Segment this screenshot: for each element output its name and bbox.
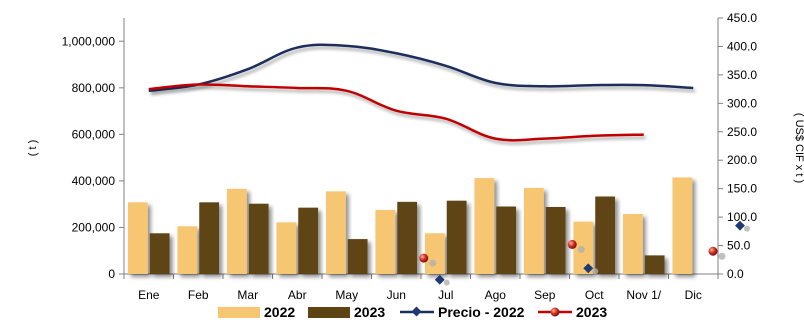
legend-marker-2023 bbox=[550, 307, 560, 317]
y-right-tick-label: 0.0 bbox=[727, 267, 744, 281]
marker-shadow bbox=[429, 259, 437, 267]
ball-marker-2023 bbox=[419, 253, 429, 263]
diamond-marker-precio-2022 bbox=[735, 220, 745, 231]
bar-2023 bbox=[545, 206, 566, 274]
legend-marker-precio-2022 bbox=[411, 306, 422, 317]
legend-swatch-2022 bbox=[218, 307, 260, 318]
marker-shadow bbox=[443, 279, 450, 286]
bar-2023 bbox=[248, 203, 269, 274]
line-2023 bbox=[148, 83, 644, 142]
ball-marker-2023 bbox=[708, 246, 718, 256]
legend-label-precio-2022: Precio - 2022 bbox=[438, 304, 525, 320]
y-left-tick-label: 1,000,000 bbox=[62, 34, 116, 48]
x-tick-label: Nov 1/ bbox=[626, 288, 661, 302]
bar-2022 bbox=[127, 202, 148, 274]
y-left-tick-label: 600,000 bbox=[72, 127, 116, 141]
x-tick-label: Jul bbox=[438, 288, 453, 302]
bar-2023 bbox=[149, 233, 170, 274]
marker-shadow bbox=[718, 252, 726, 260]
bar-2022 bbox=[375, 210, 396, 274]
y-left-tick-label: 400,000 bbox=[72, 174, 116, 188]
marker-shadow bbox=[592, 268, 599, 275]
x-tick-label: Mar bbox=[237, 288, 258, 302]
bar-2023 bbox=[199, 202, 220, 274]
y-right-tick-label: 350.0 bbox=[727, 68, 757, 82]
y-left-tick-label: 0 bbox=[108, 267, 115, 281]
bar-2023 bbox=[496, 206, 517, 274]
bar-2022 bbox=[177, 226, 198, 274]
bar-2022 bbox=[672, 177, 693, 274]
bar-2022 bbox=[622, 213, 643, 274]
legend-label-2022: 2022 bbox=[264, 304, 295, 320]
y-right-tick-label: 250.0 bbox=[727, 125, 757, 139]
bar-2022 bbox=[226, 188, 247, 274]
bar-2023 bbox=[644, 255, 665, 274]
x-tick-label: May bbox=[335, 288, 358, 302]
y-left-tick-label: 800,000 bbox=[72, 81, 116, 95]
diamond-marker-precio-2022 bbox=[434, 274, 445, 285]
diamond-marker-precio-2022 bbox=[583, 263, 594, 274]
y-right-tick-label: 50.0 bbox=[727, 239, 751, 253]
y-right-tick-label: 400.0 bbox=[727, 39, 757, 53]
ball-marker-2023 bbox=[567, 239, 577, 249]
bar-2022 bbox=[474, 178, 495, 274]
x-tick-label: Dic bbox=[685, 288, 702, 302]
y-left-tick-label: 200,000 bbox=[72, 220, 116, 234]
bar-2023 bbox=[446, 200, 467, 274]
marker-shadow bbox=[577, 245, 585, 253]
x-tick-label: Jun bbox=[387, 288, 406, 302]
y-right-tick-label: 300.0 bbox=[727, 96, 757, 110]
bar-2022 bbox=[325, 191, 346, 274]
y-axis-left-label: ( t ) bbox=[27, 140, 39, 157]
bar-2023 bbox=[347, 239, 368, 274]
y-right-tick-label: 100.0 bbox=[727, 210, 757, 224]
legend: 2022 2023 Precio - 2022 2023 bbox=[218, 304, 607, 320]
bar-2023 bbox=[298, 207, 319, 274]
line-precio-2022 bbox=[148, 43, 694, 93]
bar-2022 bbox=[424, 233, 445, 274]
x-tick-label: Abr bbox=[288, 288, 307, 302]
y-right-tick-label: 200.0 bbox=[727, 153, 757, 167]
y-right-tick-label: 450.0 bbox=[727, 11, 757, 25]
y-right-tick-label: 150.0 bbox=[727, 182, 757, 196]
bar-2023 bbox=[595, 196, 616, 274]
bar-2023 bbox=[397, 201, 418, 274]
x-tick-label: Oct bbox=[585, 288, 604, 302]
bar-2022 bbox=[523, 187, 544, 274]
legend-label-2023-line: 2023 bbox=[576, 304, 607, 320]
x-tick-label: Sep bbox=[534, 288, 556, 302]
y-axis-right-label: ( US$ CIF x t ) bbox=[793, 113, 804, 183]
marker-shadow bbox=[744, 225, 750, 232]
bar-2022 bbox=[276, 222, 297, 274]
x-tick-label: Ago bbox=[485, 288, 507, 302]
legend-swatch-2023-bar bbox=[308, 307, 350, 318]
legend-label-2023-bar: 2023 bbox=[354, 304, 385, 320]
x-tick-label: Ene bbox=[138, 288, 160, 302]
x-tick-label: Feb bbox=[188, 288, 209, 302]
